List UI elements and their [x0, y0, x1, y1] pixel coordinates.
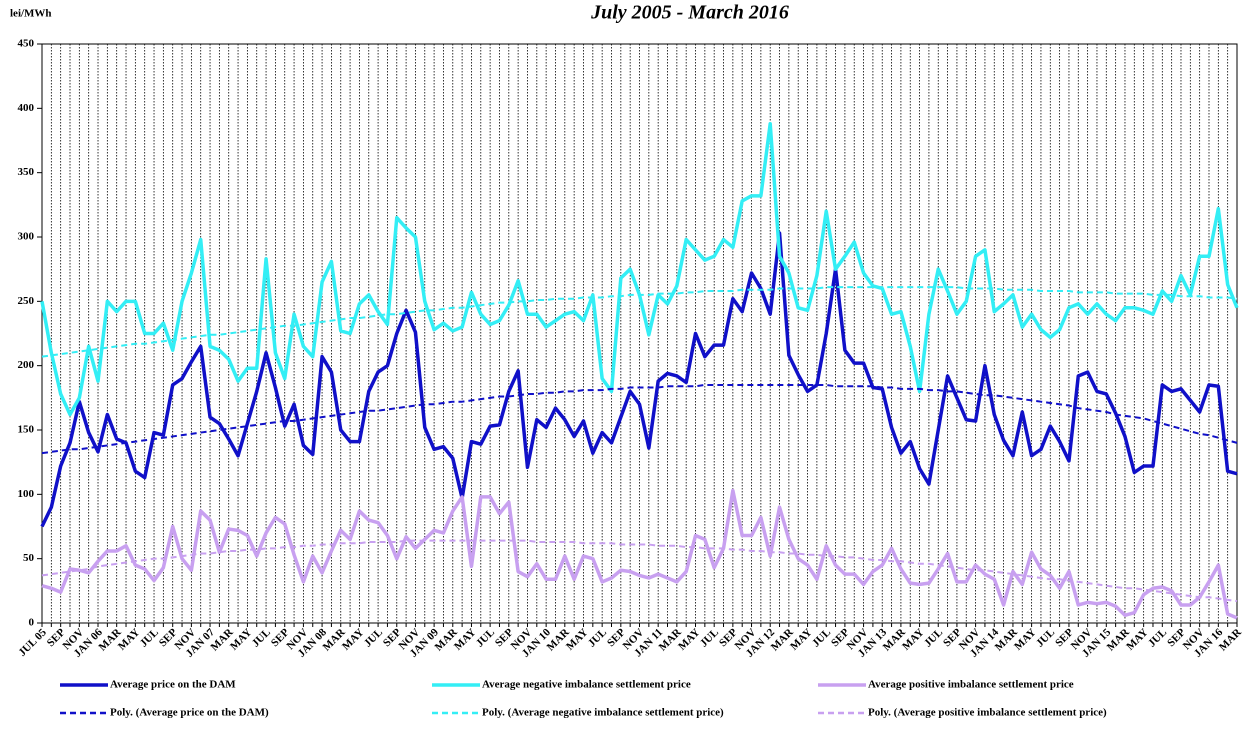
x-tick-label: JUL [810, 626, 833, 649]
y-tick-label: 400 [18, 102, 35, 114]
y-tick-label: 350 [18, 166, 35, 178]
x-tick-label: JUL 05 [16, 626, 49, 659]
legend-label: Poly. (Average price on the DAM) [110, 707, 269, 719]
x-tick-label: JUL [138, 626, 161, 649]
y-axis-label: lei/MWh [10, 8, 52, 20]
legend-label: Poly. (Average positive imbalance settle… [868, 707, 1107, 719]
legend-label: Average price on the DAM [110, 679, 236, 691]
x-tick-label: JUL [1146, 626, 1169, 649]
chart-title: July 2005 - March 2016 [590, 2, 789, 24]
trend-line [41, 539, 1238, 603]
y-tick-label: 300 [18, 231, 35, 243]
legend-label: Average negative imbalance settlement pr… [482, 679, 691, 691]
series-line [40, 231, 1238, 528]
trend-line [41, 383, 1238, 455]
y-tick-label: 150 [18, 424, 35, 436]
y-tick-label: 200 [18, 359, 35, 371]
x-tick-label: JUL [474, 626, 497, 649]
x-tick-label: JUL [698, 626, 721, 649]
x-tick-label: JUL [250, 626, 273, 649]
y-tick-label: 450 [18, 38, 35, 50]
y-tick-label: 50 [23, 552, 35, 564]
legend-label: Poly. (Average negative imbalance settle… [482, 707, 724, 719]
series-line [41, 488, 1238, 620]
x-tick-label: MAR [1217, 626, 1245, 654]
x-tick-label: JUL [922, 626, 945, 649]
x-tick-label: JUL [586, 626, 609, 649]
y-tick-label: 250 [18, 295, 35, 307]
x-tick-label: JUL [1034, 626, 1057, 649]
y-tick-label: 100 [18, 488, 35, 500]
trend-line [41, 286, 1238, 358]
x-tick-label: JUL [362, 626, 385, 649]
y-tick-label: 0 [29, 617, 35, 629]
legend-label: Average positive imbalance settlement pr… [868, 679, 1074, 691]
